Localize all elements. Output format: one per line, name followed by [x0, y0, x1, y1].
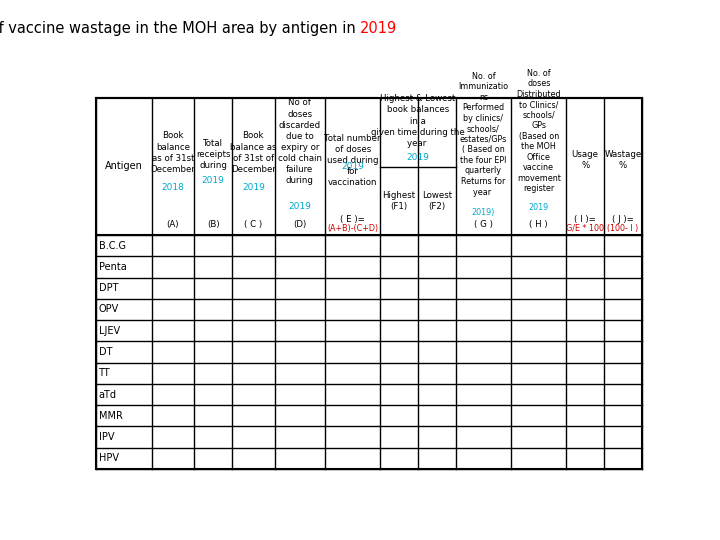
- Text: Total number
of doses
used during: Total number of doses used during: [325, 134, 381, 165]
- Text: No of
doses
discarded
due to
expiry or
cold chain
failure
during: No of doses discarded due to expiry or c…: [278, 98, 322, 185]
- Text: ( G ): ( G ): [474, 220, 492, 230]
- Text: 2019): 2019): [472, 208, 495, 217]
- Text: 2019: 2019: [341, 162, 364, 171]
- Text: IPV: IPV: [99, 432, 114, 442]
- Text: Status of vaccine wastage in the MOH area by antigen in: Status of vaccine wastage in the MOH are…: [0, 21, 360, 36]
- Text: 2019: 2019: [528, 202, 549, 212]
- Text: ( C ): ( C ): [244, 220, 262, 230]
- Text: ( I )=: ( I )=: [575, 215, 596, 224]
- Text: 2019: 2019: [360, 21, 397, 36]
- Bar: [96, 98, 642, 469]
- Text: Highest
(F1): Highest (F1): [382, 191, 415, 211]
- Text: ( E )=: ( E )=: [341, 215, 365, 224]
- Text: MMR: MMR: [99, 411, 122, 421]
- Text: TT: TT: [99, 368, 110, 379]
- Text: LJEV: LJEV: [99, 326, 120, 336]
- Text: DPT: DPT: [99, 283, 118, 293]
- Text: OPV: OPV: [99, 305, 119, 314]
- Text: Book
balance
as of 31st
December: Book balance as of 31st December: [150, 131, 195, 174]
- Text: 2019: 2019: [289, 202, 311, 211]
- Text: ( H ): ( H ): [529, 220, 548, 230]
- Text: 2019: 2019: [407, 153, 429, 161]
- Text: B.C.G: B.C.G: [99, 241, 125, 251]
- Text: No. of
doses
Distributed
to Clinics/
schools/
GPs
(Based on
the MOH
Office
vacci: No. of doses Distributed to Clinics/ sch…: [516, 69, 561, 193]
- Text: Highest & Lowest
book balances
in a
given time during the
year: Highest & Lowest book balances in a give…: [371, 94, 465, 148]
- Text: (A): (A): [166, 220, 179, 230]
- Text: No. of
Immunizatio
ns
Performed
by clinics/
schools/
estates/GPs
( Based on
the : No. of Immunizatio ns Performed by clini…: [459, 72, 508, 197]
- Text: (A+B)-(C+D): (A+B)-(C+D): [327, 224, 378, 233]
- Text: Total
receipts
during: Total receipts during: [196, 139, 230, 171]
- Text: Wastage
%: Wastage %: [604, 150, 642, 170]
- Text: ( J )=: ( J )=: [612, 215, 634, 224]
- Text: aTd: aTd: [99, 389, 117, 400]
- Text: (B): (B): [207, 220, 220, 230]
- Text: Antigen: Antigen: [105, 161, 143, 171]
- Text: Lowest
(F2): Lowest (F2): [422, 191, 452, 211]
- Text: Book
balance as
of 31st of
December: Book balance as of 31st of December: [230, 131, 276, 174]
- Text: 2019: 2019: [242, 184, 265, 192]
- Text: HPV: HPV: [99, 454, 119, 463]
- Text: 2019: 2019: [202, 176, 225, 185]
- Text: (100- I ): (100- I ): [607, 224, 639, 233]
- Text: 2018: 2018: [161, 184, 184, 192]
- Text: Penta: Penta: [99, 262, 126, 272]
- Text: for
vaccination: for vaccination: [328, 167, 377, 187]
- Text: (D): (D): [293, 220, 307, 230]
- Text: Usage
%: Usage %: [572, 150, 599, 170]
- Text: G/E * 100: G/E * 100: [566, 224, 604, 233]
- Text: DT: DT: [99, 347, 112, 357]
